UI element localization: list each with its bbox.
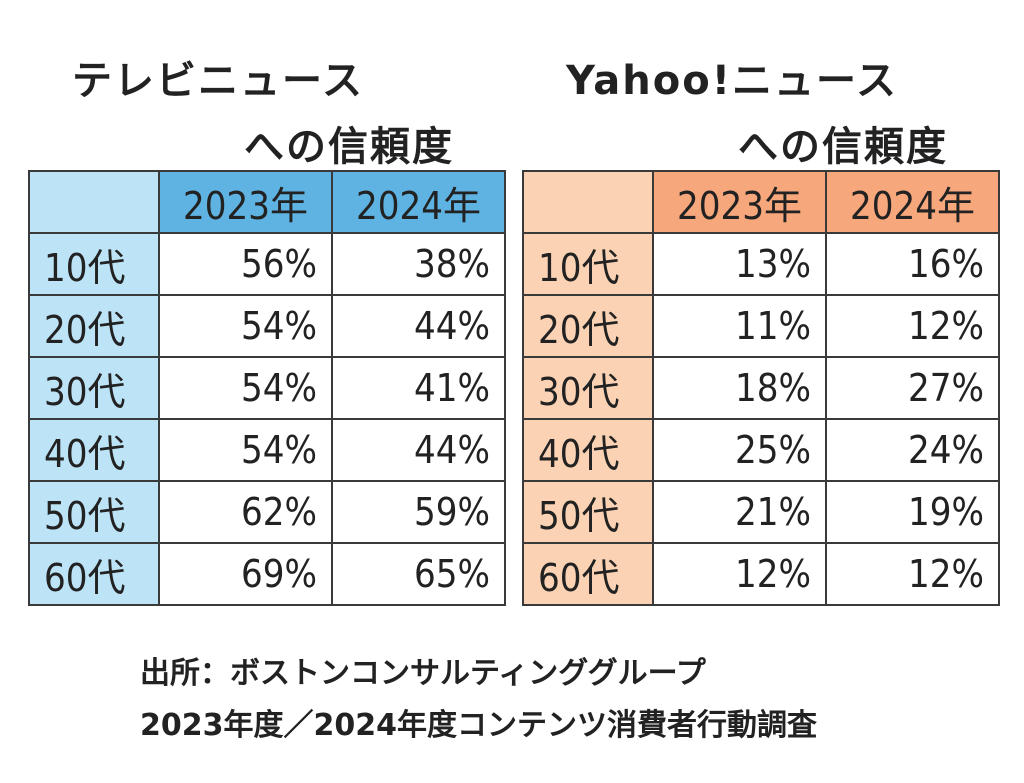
value-cell: 16% xyxy=(825,232,1000,296)
value-cell: 27% xyxy=(825,356,1000,420)
yahoo-news-title: Yahoo!ニュース xyxy=(566,58,898,104)
corner-cell xyxy=(28,170,160,234)
tv-news-title: テレビニュース xyxy=(72,58,364,104)
header-row: 2023年 2024年 xyxy=(522,170,1000,234)
table-row: 50代 62% 59% xyxy=(28,480,506,544)
value-cell: 38% xyxy=(331,232,506,296)
column-header: 2023年 xyxy=(158,170,333,234)
value-cell: 44% xyxy=(331,294,506,358)
value-cell: 59% xyxy=(331,480,506,544)
table-row: 10代 13% 16% xyxy=(522,232,1000,296)
value-cell: 54% xyxy=(158,356,333,420)
value-cell: 56% xyxy=(158,232,333,296)
value-cell: 12% xyxy=(825,294,1000,358)
table-row: 40代 54% 44% xyxy=(28,418,506,482)
row-label: 20代 xyxy=(28,294,160,358)
column-header: 2024年 xyxy=(331,170,506,234)
value-cell: 18% xyxy=(652,356,827,420)
source-line-1: 出所：ボストンコンサルティンググループ xyxy=(140,656,706,691)
value-cell: 54% xyxy=(158,418,333,482)
value-cell: 25% xyxy=(652,418,827,482)
row-label: 50代 xyxy=(28,480,160,544)
row-label: 40代 xyxy=(522,418,654,482)
table-row: 20代 11% 12% xyxy=(522,294,1000,358)
value-cell: 21% xyxy=(652,480,827,544)
column-header: 2023年 xyxy=(652,170,827,234)
value-cell: 44% xyxy=(331,418,506,482)
table-row: 50代 21% 19% xyxy=(522,480,1000,544)
row-label: 20代 xyxy=(522,294,654,358)
row-label: 50代 xyxy=(522,480,654,544)
table-row: 60代 69% 65% xyxy=(28,542,506,606)
row-label: 60代 xyxy=(522,542,654,606)
value-cell: 12% xyxy=(652,542,827,606)
row-label: 40代 xyxy=(28,418,160,482)
value-cell: 11% xyxy=(652,294,827,358)
tv-news-subtitle: への信頼度 xyxy=(244,124,454,170)
row-label: 30代 xyxy=(28,356,160,420)
corner-cell xyxy=(522,170,654,234)
value-cell: 62% xyxy=(158,480,333,544)
column-header: 2024年 xyxy=(825,170,1000,234)
table-row: 20代 54% 44% xyxy=(28,294,506,358)
value-cell: 24% xyxy=(825,418,1000,482)
row-label: 30代 xyxy=(522,356,654,420)
table-row: 30代 18% 27% xyxy=(522,356,1000,420)
header-row: 2023年 2024年 xyxy=(28,170,506,234)
table-row: 60代 12% 12% xyxy=(522,542,1000,606)
value-cell: 41% xyxy=(331,356,506,420)
table-row: 40代 25% 24% xyxy=(522,418,1000,482)
value-cell: 12% xyxy=(825,542,1000,606)
table-row: 30代 54% 41% xyxy=(28,356,506,420)
value-cell: 65% xyxy=(331,542,506,606)
value-cell: 19% xyxy=(825,480,1000,544)
source-line-2: 2023年度／2024年度コンテンツ消費者行動調査 xyxy=(140,708,817,743)
tv-news-trust-table: 2023年 2024年 10代 56% 38% 20代 54% 44% 30代 … xyxy=(28,170,506,606)
value-cell: 13% xyxy=(652,232,827,296)
value-cell: 54% xyxy=(158,294,333,358)
yahoo-news-trust-table: 2023年 2024年 10代 13% 16% 20代 11% 12% 30代 … xyxy=(522,170,1000,606)
row-label: 10代 xyxy=(28,232,160,296)
table-row: 10代 56% 38% xyxy=(28,232,506,296)
value-cell: 69% xyxy=(158,542,333,606)
row-label: 10代 xyxy=(522,232,654,296)
row-label: 60代 xyxy=(28,542,160,606)
yahoo-news-subtitle: への信頼度 xyxy=(738,124,948,170)
